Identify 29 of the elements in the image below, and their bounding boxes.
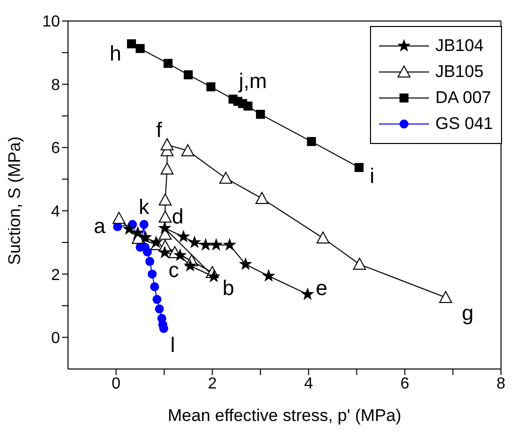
x-tick-label: 0 [112,375,121,392]
y-tick-label: 8 [51,76,60,94]
annotation: e [316,276,328,300]
annotation: k [138,196,150,219]
annotation: i [370,164,374,188]
annotation: d [172,206,184,229]
annotation: c [168,259,179,282]
legend-label: JB105 [435,62,484,82]
y-tick-label: 4 [51,204,60,220]
annotation: a [94,215,106,238]
x-tick-label: 8 [496,375,506,392]
x-tick-label: 2 [208,375,217,392]
y-tick-label: 10 [42,14,60,31]
annotation: f [156,119,162,142]
legend-label: JB104 [435,36,484,56]
y-tick-label: 0 [51,330,60,348]
annotation: h [110,42,122,66]
legend-label: GS 041 [435,114,493,134]
x-tick-label: 4 [304,375,314,392]
y-tick-label: 6 [51,140,60,158]
y-axis-title: Suction, S (MPa) [5,136,24,265]
y-tick-label: 2 [51,266,60,284]
annotation: g [462,302,474,325]
annotation: b [222,277,234,300]
annotation: l [170,334,176,358]
legend-label: DA 007 [435,88,492,108]
x-tick-label: 6 [400,375,410,392]
x-axis-title: Mean effective stress, p' (MPa) [168,406,402,425]
annotation: j,m [238,70,267,93]
